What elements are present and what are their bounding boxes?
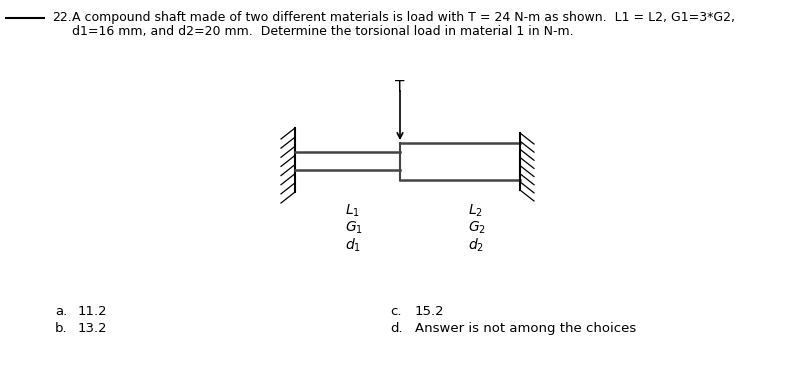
Text: c.: c. xyxy=(390,305,402,318)
Text: $L_1$: $L_1$ xyxy=(345,203,360,219)
Text: d1=16 mm, and d2=20 mm.  Determine the torsional load in material 1 in N-m.: d1=16 mm, and d2=20 mm. Determine the to… xyxy=(72,25,574,38)
Text: T: T xyxy=(396,80,404,95)
Text: d.: d. xyxy=(390,322,403,335)
Text: a.: a. xyxy=(55,305,67,318)
Text: $d_1$: $d_1$ xyxy=(345,237,361,255)
Text: $L_2$: $L_2$ xyxy=(468,203,483,219)
Text: $G_1$: $G_1$ xyxy=(345,220,363,236)
Text: $d_2$: $d_2$ xyxy=(468,237,484,255)
Text: 22.: 22. xyxy=(52,11,72,24)
Text: 11.2: 11.2 xyxy=(78,305,108,318)
Text: 13.2: 13.2 xyxy=(78,322,108,335)
Text: $G_2$: $G_2$ xyxy=(468,220,486,236)
Text: b.: b. xyxy=(55,322,68,335)
Text: Answer is not among the choices: Answer is not among the choices xyxy=(415,322,636,335)
Text: A compound shaft made of two different materials is load with T = 24 N-m as show: A compound shaft made of two different m… xyxy=(72,11,735,24)
Text: 15.2: 15.2 xyxy=(415,305,444,318)
